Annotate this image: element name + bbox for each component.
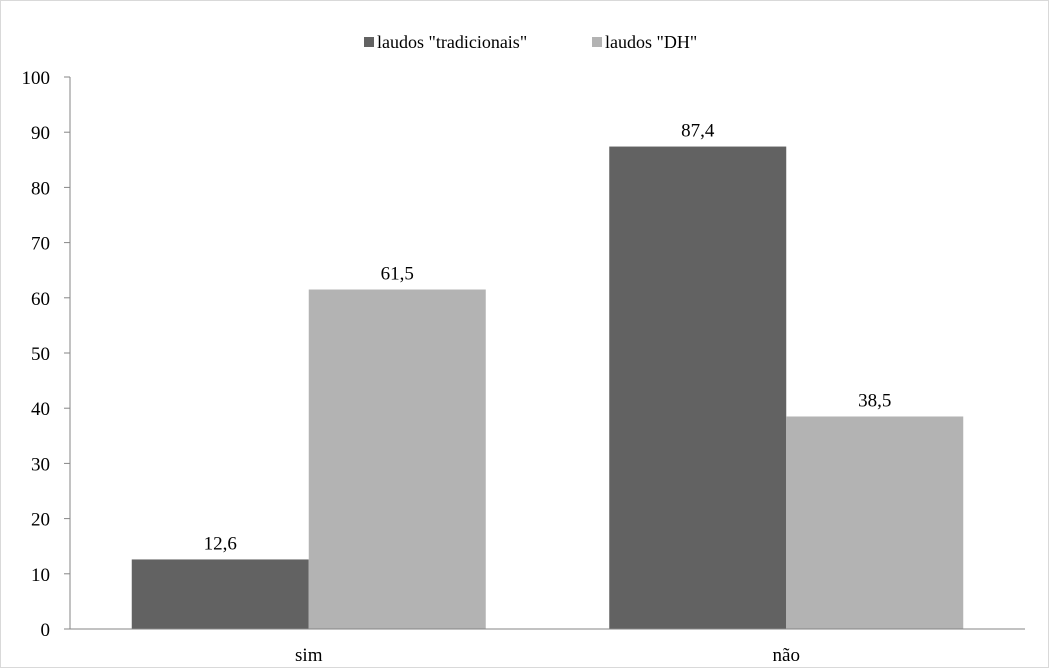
data-label: 61,5 <box>381 264 414 285</box>
y-axis: 0 10 20 30 40 50 60 70 80 90 100 <box>22 68 71 641</box>
x-category-label: sim <box>295 645 323 666</box>
y-tick-label: 90 <box>31 123 50 144</box>
bar-não-series-1 <box>786 416 964 629</box>
y-tick-label: 80 <box>31 178 50 199</box>
bar-sim-series-0 <box>131 559 309 629</box>
data-label: 12,6 <box>204 533 237 554</box>
y-tick-label: 30 <box>31 454 50 475</box>
y-tick-label: 60 <box>31 289 50 310</box>
data-labels: 12,6 61,5 87,4 38,5 <box>204 121 892 555</box>
legend-swatch-tradicionais <box>364 37 374 47</box>
y-tick-label: 40 <box>31 399 50 420</box>
bar-sim-series-1 <box>308 289 486 629</box>
bar-não-series-0 <box>609 146 787 629</box>
legend-swatch-dh <box>592 37 602 47</box>
legend-label-tradicionais: laudos "tradicionais" <box>377 32 527 52</box>
y-tick-label: 0 <box>41 620 51 641</box>
bars <box>131 146 964 629</box>
y-tick-label: 50 <box>31 344 50 365</box>
y-tick-label: 70 <box>31 234 50 255</box>
x-category-label: não <box>773 645 800 666</box>
data-label: 87,4 <box>681 121 715 142</box>
legend-label-dh: laudos "DH" <box>605 32 697 52</box>
data-label: 38,5 <box>858 390 891 411</box>
legend: laudos "tradicionais" laudos "DH" <box>364 32 697 52</box>
x-axis: sim não <box>70 628 1025 666</box>
y-tick-label: 10 <box>31 565 50 586</box>
y-tick-label: 100 <box>22 68 51 89</box>
y-tick-label: 20 <box>31 510 50 531</box>
